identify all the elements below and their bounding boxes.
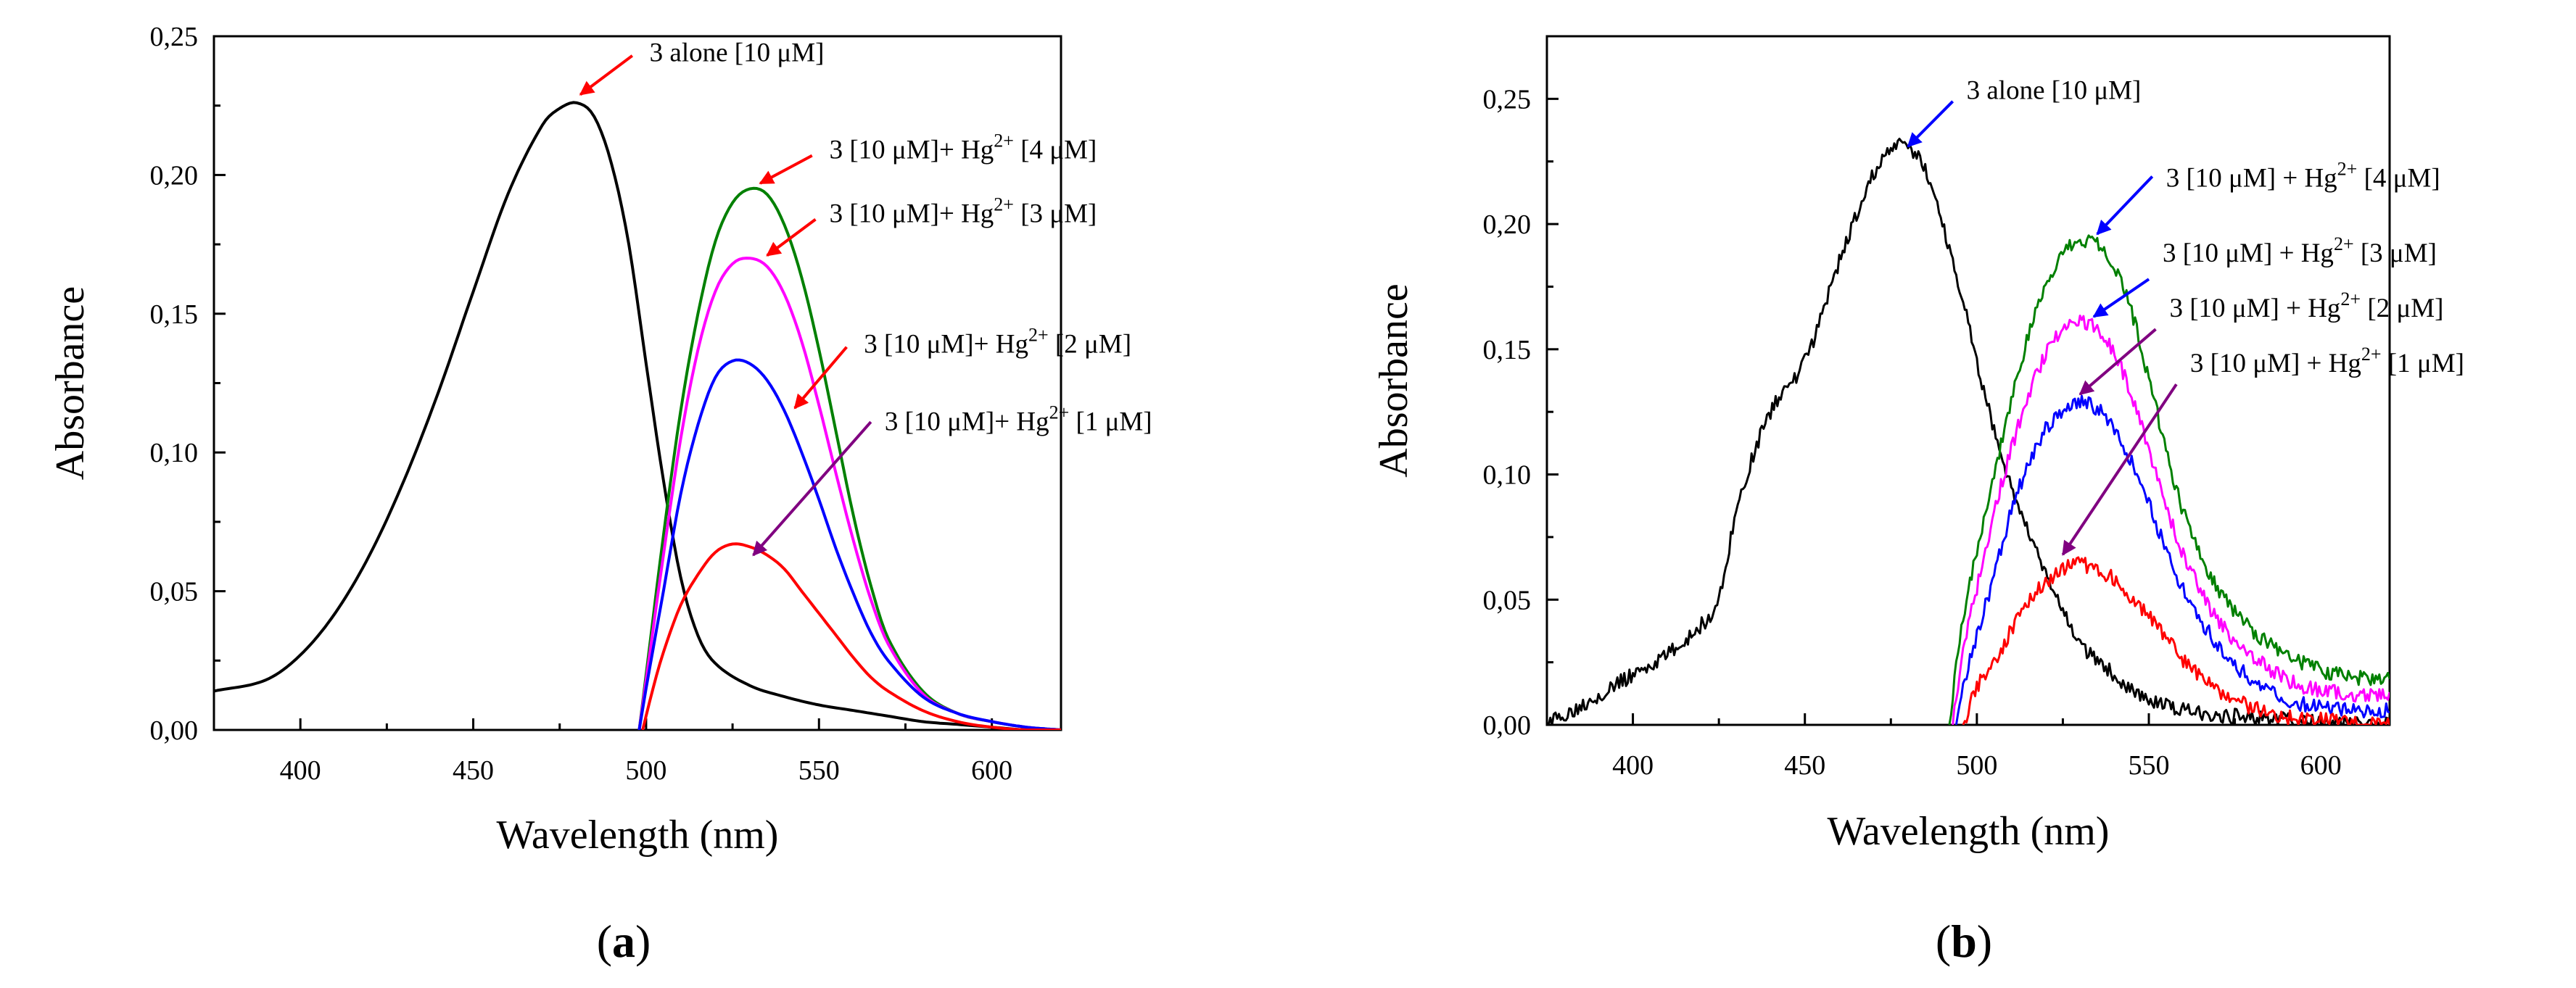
annotation-tail: [1 μM] <box>1069 407 1152 437</box>
annotation-superscript: 2+ <box>1028 324 1049 345</box>
annotation-superscript: 2+ <box>994 130 1014 151</box>
annotation-label-0: 3 alone [10 μM] <box>650 38 825 67</box>
annotation-arrow-3 <box>2078 328 2157 396</box>
annotation-label-4: 3 [10 μM] + Hg2+ [1 μM] <box>2190 344 2464 378</box>
x-tick-label: 500 <box>625 755 666 786</box>
series-line-2 <box>1952 315 2390 725</box>
y-tick-label: 0,10 <box>150 438 199 468</box>
annotation-tail: [3 μM] <box>2354 238 2437 268</box>
x-tick-label: 550 <box>798 755 840 786</box>
y-tick-label: 0,05 <box>150 577 199 607</box>
annotation-label-0: 3 alone [10 μM] <box>1967 75 2142 105</box>
annotation-arrow-3 <box>793 346 848 410</box>
series-line-3 <box>637 358 1061 730</box>
annotation-tail: [3 μM] <box>1014 199 1097 228</box>
y-tick-label: 0,15 <box>150 299 199 330</box>
annotation-superscript: 2+ <box>1049 402 1070 423</box>
plot-frame <box>1545 35 2391 726</box>
series-line-0 <box>1547 138 2390 725</box>
annotation-tail: [1 μM] <box>2382 349 2464 378</box>
annotation-tail: [2 μM] <box>2361 294 2443 323</box>
chart-panel-b: 400 450 500 550 600 0,00 0,05 0,10 0,15 0,20 0,25 W… <box>1371 35 2464 854</box>
x-tick-label: 450 <box>453 755 494 786</box>
panel-a-label: (a) <box>597 916 651 967</box>
annotation-arrow-0 <box>579 54 634 96</box>
series-line-4 <box>1962 556 2390 725</box>
annotation-label-1: 3 [10 μM]+ Hg2+ [4 μM] <box>830 130 1097 165</box>
annotation-superscript: 2+ <box>2334 233 2354 254</box>
annotation-superscript: 2+ <box>2337 158 2358 179</box>
series-line-0 <box>214 101 1061 730</box>
y-tick-label: 0,00 <box>1483 710 1532 741</box>
x-tick-label: 400 <box>280 755 321 786</box>
annotation-label-4: 3 [10 μM]+ Hg2+ [1 μM] <box>885 402 1152 437</box>
chart-panel-a: 400 450 500 550 600 0,00 0,05 0,10 0,15 0,20 0,25 W… <box>48 22 1152 858</box>
y-tick-label: 0,00 <box>150 715 199 746</box>
x-axis-title: Wavelength (nm) <box>1828 809 2110 854</box>
y-tick-label: 0,05 <box>1483 585 1532 615</box>
x-tick-label: 400 <box>1612 750 1654 781</box>
annotation-arrow-2 <box>2092 278 2150 318</box>
annotation-arrow-0 <box>1907 100 1954 148</box>
y-tick-label: 0,25 <box>150 22 199 52</box>
annotation-arrow-2 <box>766 218 817 257</box>
y-tick-label: 0,20 <box>150 160 199 191</box>
x-tick-label: 600 <box>2300 750 2342 781</box>
y-tick-label: 0,20 <box>1483 209 1532 240</box>
y-tick-label: 0,25 <box>1483 84 1532 115</box>
x-tick-label: 500 <box>1956 750 1997 781</box>
x-tick-label: 550 <box>2129 750 2170 781</box>
annotation-label-3: 3 [10 μM]+ Hg2+ [2 μM] <box>864 324 1131 359</box>
annotation-arrow-1 <box>2096 175 2154 236</box>
annotation-superscript: 2+ <box>994 194 1014 215</box>
annotation-label-1: 3 [10 μM] + Hg2+ [4 μM] <box>2166 158 2440 193</box>
x-tick-label: 600 <box>971 755 1012 786</box>
annotation-superscript: 2+ <box>2361 344 2382 365</box>
series-line-4 <box>641 542 1061 730</box>
panel-b-label: (b) <box>1936 916 1992 967</box>
y-tick-label: 0,15 <box>1483 335 1532 365</box>
y-tick-label: 0,10 <box>1483 460 1532 491</box>
y-axis-title: Absorbance <box>1371 283 1416 477</box>
series-line-1 <box>637 186 1061 730</box>
annotation-arrow-1 <box>759 154 813 185</box>
annotation-tail: [4 μM] <box>1014 135 1097 165</box>
annotation-superscript: 2+ <box>2340 288 2361 310</box>
series-line-1 <box>1948 234 2390 725</box>
y-axis-title: Absorbance <box>48 286 93 480</box>
annotation-arrow-4 <box>752 420 872 557</box>
x-tick-label: 450 <box>1784 750 1825 781</box>
annotation-label-2: 3 [10 μM]+ Hg2+ [3 μM] <box>830 194 1097 228</box>
x-axis-title: Wavelength (nm) <box>497 813 779 858</box>
series-line-3 <box>1954 394 2390 725</box>
annotation-tail: [2 μM] <box>1049 329 1131 359</box>
annotation-label-2: 3 [10 μM] + Hg2+ [3 μM] <box>2163 233 2437 268</box>
annotation-tail: [4 μM] <box>2357 163 2440 193</box>
annotation-label-3: 3 [10 μM] + Hg2+ [2 μM] <box>2169 288 2443 323</box>
annotation-arrow-4 <box>2061 383 2178 556</box>
